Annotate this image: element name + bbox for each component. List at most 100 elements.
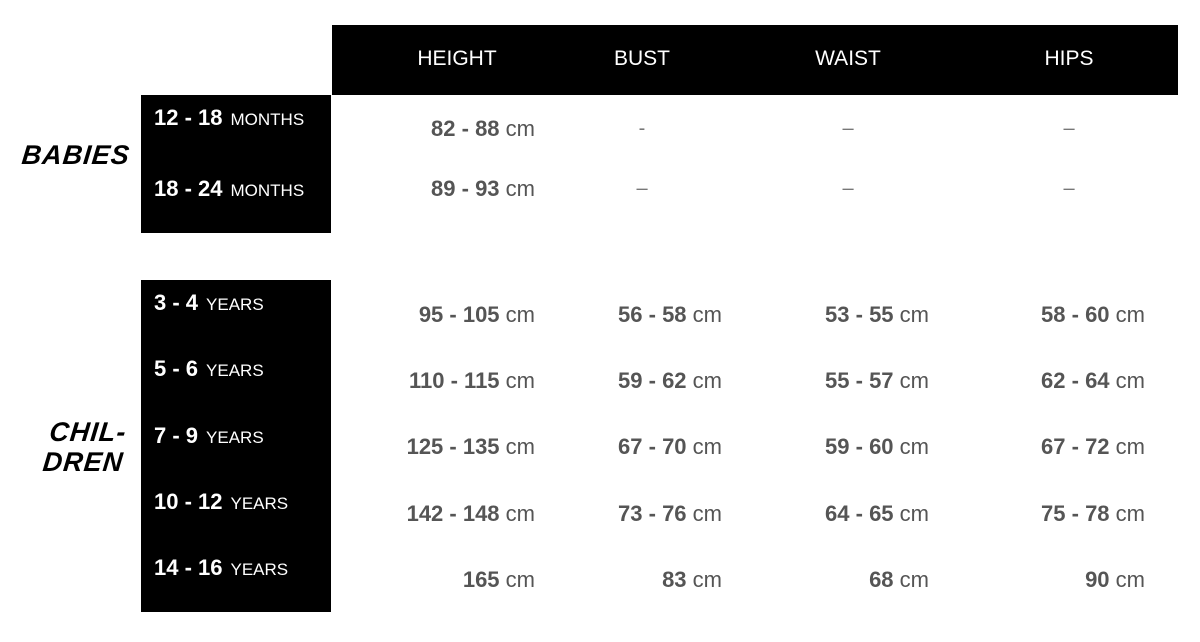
value-unit: cm	[1115, 368, 1145, 393]
value-number: 142 - 148	[406, 501, 500, 526]
value-unit: cm	[1115, 501, 1145, 526]
cell-height: 82 - 88 cm	[431, 116, 535, 142]
value-unit: cm	[692, 302, 722, 327]
cell-bust: –	[636, 177, 648, 200]
cell-waist: 55 - 57 cm	[825, 368, 929, 394]
value-unit: cm	[505, 302, 535, 327]
value-unit: cm	[505, 567, 535, 592]
group-label-children: CHIL- DREN	[7, 417, 128, 477]
value-number: 55 - 57	[825, 368, 894, 393]
value-unit: cm	[899, 567, 929, 592]
value-number: 64 - 65	[825, 501, 894, 526]
value-unit: cm	[505, 116, 535, 141]
value-unit: cm	[505, 501, 535, 526]
value-number: 83	[662, 567, 687, 592]
value-number: 73 - 76	[618, 501, 687, 526]
value-number: 165	[462, 567, 500, 592]
cell-height: 125 - 135 cm	[407, 434, 535, 460]
age-unit: YEARS	[206, 361, 264, 380]
value-unit: cm	[899, 501, 929, 526]
cell-hips: 58 - 60 cm	[1041, 302, 1145, 328]
group-label-line2: DREN	[41, 447, 125, 477]
value-number: 59 - 60	[825, 434, 894, 459]
value-number: 125 - 135	[406, 434, 500, 459]
value-unit: cm	[692, 567, 722, 592]
age-label: 10 - 12 YEARS	[154, 489, 288, 515]
header-hips: HIPS	[1044, 47, 1094, 70]
age-range: 3 - 4	[154, 290, 199, 315]
age-range: 5 - 6	[154, 356, 199, 381]
value-number: 58 - 60	[1041, 302, 1110, 327]
cell-height: 165 cm	[463, 567, 535, 593]
cell-bust: 56 - 58 cm	[618, 302, 722, 328]
cell-waist: 68 cm	[869, 567, 929, 593]
age-unit: YEARS	[206, 295, 264, 314]
cell-height: 110 - 115 cm	[409, 368, 535, 394]
cell-hips: 62 - 64 cm	[1041, 368, 1145, 394]
age-unit: YEARS	[206, 428, 264, 447]
value-number: 59 - 62	[618, 368, 687, 393]
age-label: 5 - 6 YEARS	[154, 356, 264, 382]
cell-height: 95 - 105 cm	[419, 302, 535, 328]
age-range: 10 - 12	[154, 489, 223, 514]
value-number: 67 - 70	[618, 434, 687, 459]
value-unit: cm	[505, 434, 535, 459]
age-range: 7 - 9	[154, 423, 199, 448]
babies-age-box	[141, 95, 331, 233]
value-number: 68	[869, 567, 894, 592]
value-unit: cm	[692, 434, 722, 459]
group-label-line1: CHIL-	[48, 417, 129, 447]
value-number: 75 - 78	[1041, 501, 1110, 526]
age-label: 7 - 9 YEARS	[154, 423, 264, 449]
age-unit: MONTHS	[230, 181, 305, 200]
age-label: 18 - 24 MONTHS	[154, 176, 304, 202]
value-number: 82 - 88	[431, 116, 500, 141]
value-number: 62 - 64	[1041, 368, 1110, 393]
age-label: 14 - 16 YEARS	[154, 555, 288, 581]
age-unit: YEARS	[230, 494, 289, 513]
cell-hips: 67 - 72 cm	[1041, 434, 1145, 460]
header-bust: BUST	[613, 47, 671, 70]
cell-bust: 83 cm	[662, 567, 722, 593]
age-label: 3 - 4 YEARS	[154, 290, 264, 316]
value-number: 67 - 72	[1041, 434, 1110, 459]
header-height: HEIGHT	[417, 47, 497, 70]
value-unit: cm	[899, 368, 929, 393]
cell-hips: 75 - 78 cm	[1041, 501, 1145, 527]
value-unit: cm	[505, 368, 535, 393]
value-number: 56 - 58	[618, 302, 687, 327]
header-bar: HEIGHT BUST WAIST HIPS	[332, 25, 1178, 95]
cell-bust: 59 - 62 cm	[618, 368, 722, 394]
value-unit: cm	[1115, 567, 1145, 592]
value-number: 53 - 55	[825, 302, 894, 327]
age-unit: YEARS	[230, 560, 289, 579]
value-unit: cm	[505, 176, 535, 201]
value-unit: cm	[1115, 434, 1145, 459]
cell-waist: 64 - 65 cm	[825, 501, 929, 527]
age-unit: MONTHS	[230, 110, 305, 129]
cell-height: 142 - 148 cm	[407, 501, 535, 527]
cell-bust: 73 - 76 cm	[618, 501, 722, 527]
value-unit: cm	[692, 368, 722, 393]
cell-height: 89 - 93 cm	[431, 176, 535, 202]
cell-waist: 59 - 60 cm	[825, 434, 929, 460]
cell-waist: –	[842, 117, 854, 140]
value-number: 95 - 105	[418, 302, 500, 327]
value-number: 89 - 93	[431, 176, 500, 201]
group-label-babies: BABIES	[20, 140, 132, 170]
cell-bust: 67 - 70 cm	[618, 434, 722, 460]
cell-hips: –	[1063, 117, 1075, 140]
children-age-box	[141, 280, 331, 612]
cell-hips: 90 cm	[1085, 567, 1145, 593]
cell-waist: –	[842, 177, 854, 200]
age-range: 12 - 18	[154, 105, 223, 130]
cell-waist: 53 - 55 cm	[825, 302, 929, 328]
cell-bust: -	[638, 117, 646, 140]
value-unit: cm	[1115, 302, 1145, 327]
value-unit: cm	[899, 434, 929, 459]
cell-hips: –	[1063, 177, 1075, 200]
value-number: 90	[1085, 567, 1110, 592]
value-unit: cm	[692, 501, 722, 526]
header-waist: WAIST	[815, 47, 881, 70]
age-range: 14 - 16	[154, 555, 223, 580]
